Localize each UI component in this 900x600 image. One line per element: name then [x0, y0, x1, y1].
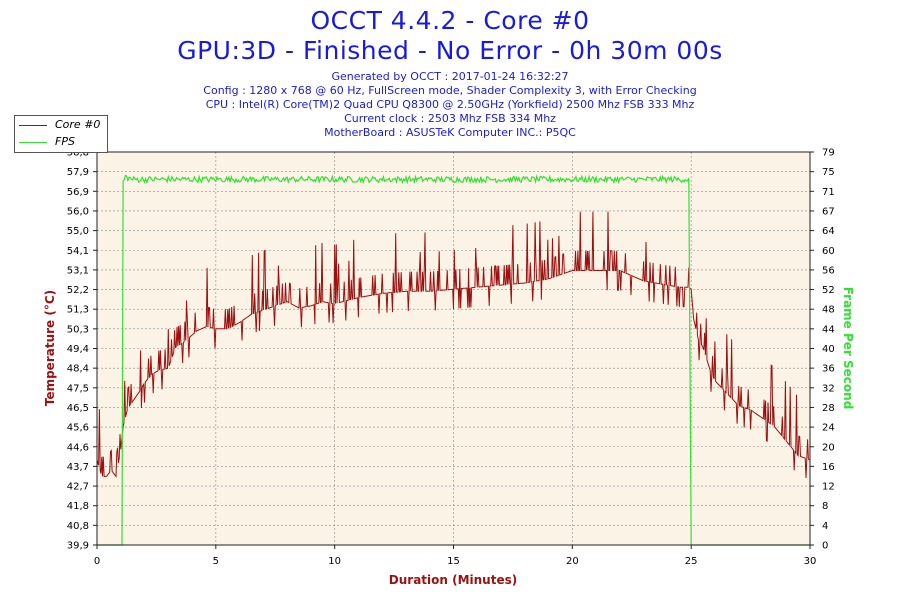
y-right-tick-label: 28	[822, 403, 835, 414]
chart-subtitle: GPU:3D - Finished - No Error - 0h 30m 00…	[177, 36, 723, 65]
y-left-tick-label: 56,9	[67, 187, 89, 198]
y-axis-left-label: Temperature (°C)	[43, 290, 57, 406]
x-tick-label: 10	[328, 556, 341, 567]
y-right-tick-label: 79	[822, 148, 835, 159]
y-left-tick-label: 56,0	[67, 206, 89, 217]
y-left-tick-label: 53,1	[67, 265, 89, 276]
y-right-tick-label: 32	[822, 383, 835, 394]
y-left-tick-label: 48,4	[67, 364, 89, 375]
x-tick-label: 30	[804, 556, 817, 567]
y-left-tick-label: 47,5	[67, 383, 89, 394]
info-generated: Generated by OCCT : 2017-01-24 16:32:27	[331, 70, 569, 83]
y-right-tick-label: 64	[822, 226, 835, 237]
x-tick-label: 20	[566, 556, 579, 567]
y-left-tick-label: 39,9	[67, 541, 89, 552]
y-right-tick-label: 4	[822, 521, 828, 532]
legend-swatch-core0	[19, 125, 47, 126]
y-right-tick-label: 56	[822, 265, 835, 276]
y-left-tick-label: 43,7	[67, 462, 89, 473]
info-motherboard: MotherBoard : ASUSTeK Computer INC.: P5Q…	[324, 126, 576, 139]
y-right-tick-label: 8	[822, 501, 828, 512]
legend-item-fps: FPS	[15, 134, 107, 150]
y-left-tick-label: 40,8	[67, 521, 89, 532]
legend-label-core0: Core #0	[55, 118, 101, 131]
y-left-tick-label: 54,1	[67, 246, 89, 257]
info-config: Config : 1280 x 768 @ 60 Hz, FullScreen …	[203, 84, 697, 97]
y-left-tick-label: 41,8	[67, 501, 89, 512]
y-left-tick-label: 55,0	[67, 226, 89, 237]
legend-item-core0: Core #0	[15, 117, 107, 133]
y-right-tick-label: 48	[822, 305, 835, 316]
x-axis-label: Duration (Minutes)	[389, 573, 517, 587]
y-right-tick-label: 24	[822, 423, 835, 434]
y-axis-right-label: Frame Per Second	[841, 287, 855, 410]
y-right-tick-label: 60	[822, 246, 835, 257]
y-left-tick-label: 50,3	[67, 324, 89, 335]
x-tick-label: 0	[94, 556, 100, 567]
y-right-tick-label: 40	[822, 344, 835, 355]
y-right-tick-label: 16	[822, 462, 835, 473]
y-right-tick-label: 0	[822, 541, 828, 552]
y-left-tick-label: 42,7	[67, 482, 89, 493]
y-left-tick-label: 51,3	[67, 305, 89, 316]
y-right-tick-label: 36	[822, 364, 835, 375]
info-clock: Current clock : 2503 Mhz FSB 334 Mhz	[344, 112, 556, 125]
y-right-tick-label: 71	[822, 187, 835, 198]
y-left-tick-label: 58,8	[67, 148, 89, 159]
y-right-tick-label: 52	[822, 285, 835, 296]
y-right-tick-label: 67	[822, 206, 835, 217]
y-left-tick-label: 46,5	[67, 403, 89, 414]
series-line-core0	[96, 211, 811, 479]
x-tick-label: 15	[447, 556, 460, 567]
legend-swatch-fps	[19, 142, 47, 143]
legend-label-fps: FPS	[55, 135, 75, 148]
info-cpu: CPU : Intel(R) Core(TM)2 Quad CPU Q8300 …	[205, 98, 695, 111]
y-right-tick-label: 75	[822, 167, 835, 178]
y-right-tick-label: 44	[822, 324, 835, 335]
x-tick-label: 25	[685, 556, 698, 567]
chart-title: OCCT 4.4.2 - Core #0	[310, 6, 590, 35]
y-right-tick-label: 20	[822, 442, 835, 453]
y-left-tick-label: 44,6	[67, 442, 89, 453]
y-left-tick-label: 57,9	[67, 167, 89, 178]
chart-legend: Core #0 FPS	[14, 115, 108, 153]
y-left-tick-label: 52,2	[67, 285, 89, 296]
y-left-tick-label: 49,4	[67, 344, 89, 355]
x-tick-label: 5	[213, 556, 219, 567]
y-right-tick-label: 12	[822, 482, 835, 493]
y-left-tick-label: 45,6	[67, 423, 89, 434]
